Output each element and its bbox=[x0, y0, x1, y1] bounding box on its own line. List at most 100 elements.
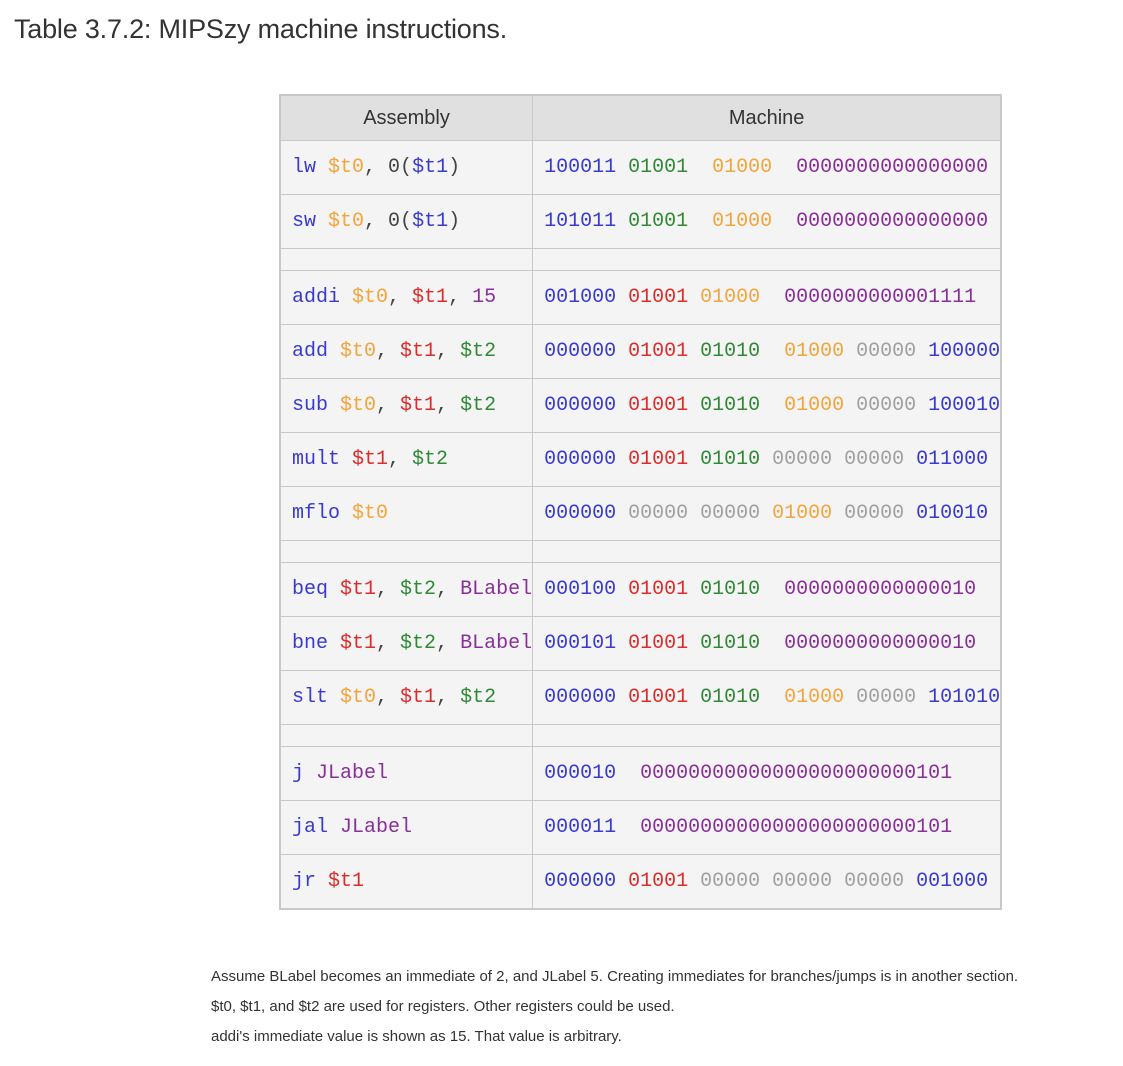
machine-token: 000000 bbox=[544, 502, 629, 525]
table-row: addi $t0, $t1, 15 001000 01001 01000 0000… bbox=[279, 270, 1002, 325]
assembly-token: $t1 bbox=[340, 578, 377, 601]
instruction-table-wrapper: Assembly Machine lw $t0, 0($t1) 100011 01… bbox=[279, 94, 1003, 910]
machine-token: 001000 bbox=[916, 870, 989, 893]
assembly-token: $t1 bbox=[400, 394, 437, 417]
assembly-token: , bbox=[376, 394, 401, 417]
table-row: sw $t0, 0($t1) 101011 01001 01000 0000000… bbox=[279, 194, 1002, 249]
machine-token: 01000 bbox=[772, 394, 857, 417]
machine-code-cell: 000000 01001 01010 01000 00000 100010 bbox=[532, 378, 1002, 433]
assembly-token: , bbox=[364, 156, 389, 179]
machine-code-cell: 000000 00000 00000 01000 00000 010010 bbox=[532, 486, 1002, 541]
spacer-cell bbox=[532, 248, 1002, 271]
assembly-token: , bbox=[364, 210, 389, 233]
table-row: beq $t1, $t2, BLabel 000100 01001 01010 0… bbox=[279, 562, 1002, 617]
machine-token: 01010 bbox=[700, 686, 773, 709]
assembly-token: ) bbox=[448, 210, 461, 233]
table-row: add $t0, $t1, $t2 000000 01001 01010 0100… bbox=[279, 324, 1002, 379]
machine-token: 000000 bbox=[544, 870, 629, 893]
assembly-token: jal bbox=[292, 816, 341, 839]
machine-token: 000100 bbox=[544, 578, 629, 601]
assembly-token: $t1 bbox=[340, 632, 377, 655]
assembly-token: BLabel bbox=[460, 632, 533, 655]
assembly-token: $t1 bbox=[412, 156, 449, 179]
machine-code-cell: 000011 00000000000000000000000101 bbox=[532, 800, 1002, 855]
machine-token: 0000000000000000 bbox=[784, 156, 989, 179]
assembly-token: sw bbox=[292, 210, 329, 233]
assembly-token: add bbox=[292, 340, 341, 363]
machine-code-cell: 101011 01001 01000 0000000000000000 bbox=[532, 194, 1002, 249]
table-row: lw $t0, 0($t1) 100011 01001 01000 0000000… bbox=[279, 140, 1002, 195]
machine-token: 100011 bbox=[544, 156, 629, 179]
assembly-token: , bbox=[376, 578, 401, 601]
machine-token: 01000 bbox=[772, 340, 857, 363]
machine-token: 000000 bbox=[544, 340, 629, 363]
assembly-token: JLabel bbox=[316, 762, 389, 785]
assembly-cell: slt $t0, $t1, $t2 bbox=[279, 670, 534, 725]
machine-token: 01000 bbox=[700, 156, 785, 179]
assembly-token: 0( bbox=[388, 210, 413, 233]
machine-token: 01000 bbox=[700, 286, 773, 309]
machine-token: 01000 bbox=[772, 686, 857, 709]
machine-code-cell: 000100 01001 01010 0000000000000010 bbox=[532, 562, 1002, 617]
assembly-token: $t2 bbox=[460, 340, 497, 363]
assembly-token: $t2 bbox=[460, 394, 497, 417]
table-row: bne $t1, $t2, BLabel 000101 01001 01010 0… bbox=[279, 616, 1002, 671]
machine-code-cell: 000000 01001 01010 01000 00000 101010 bbox=[532, 670, 1002, 725]
table-row: mflo $t0 000000 00000 00000 01000 00000 0… bbox=[279, 486, 1002, 541]
assembly-token: $t1 bbox=[412, 286, 449, 309]
machine-token: 01010 bbox=[700, 394, 773, 417]
spacer-cell bbox=[279, 540, 534, 563]
machine-token: 01001 bbox=[628, 286, 701, 309]
assembly-cell: j JLabel bbox=[279, 746, 534, 801]
assembly-token: $t2 bbox=[400, 632, 437, 655]
machine-token: 01001 bbox=[628, 156, 701, 179]
machine-token: 00000000000000000000000101 bbox=[628, 762, 953, 785]
machine-token: 01001 bbox=[628, 578, 701, 601]
assembly-token: $t0 bbox=[340, 394, 377, 417]
spacer-row bbox=[279, 724, 1002, 747]
assembly-token: $t2 bbox=[400, 578, 437, 601]
machine-token: 00000 00000 bbox=[772, 448, 917, 471]
machine-token: 01001 bbox=[628, 210, 701, 233]
instruction-table: Assembly Machine lw $t0, 0($t1) 100011 01… bbox=[279, 94, 1003, 910]
machine-token: 001000 bbox=[544, 286, 629, 309]
assembly-token: , bbox=[436, 686, 461, 709]
machine-token: 01000 bbox=[772, 502, 845, 525]
machine-token: 01001 bbox=[628, 870, 701, 893]
assembly-token: addi bbox=[292, 286, 353, 309]
assembly-token: , bbox=[376, 632, 401, 655]
assembly-token: $t0 bbox=[352, 502, 389, 525]
spacer-cell bbox=[279, 724, 534, 747]
note-line: $t0, $t1, and $t2 are used for registers… bbox=[211, 998, 675, 1015]
assembly-token: $t1 bbox=[400, 340, 437, 363]
machine-token: 0000000000000010 bbox=[772, 578, 977, 601]
assembly-token: , bbox=[376, 686, 401, 709]
spacer-row bbox=[279, 540, 1002, 563]
machine-token: 0000000000000010 bbox=[772, 632, 977, 655]
machine-token: 101011 bbox=[544, 210, 629, 233]
assembly-token: BLabel bbox=[460, 578, 533, 601]
spacer-row bbox=[279, 248, 1002, 271]
machine-token: 100000 bbox=[928, 340, 1001, 363]
assembly-column-header: Assembly bbox=[279, 94, 534, 141]
assembly-cell: sw $t0, 0($t1) bbox=[279, 194, 534, 249]
assembly-token: $t0 bbox=[352, 286, 389, 309]
machine-code-cell: 000000 01001 01010 01000 00000 100000 bbox=[532, 324, 1002, 379]
machine-code-cell: 000010 00000000000000000000000101 bbox=[532, 746, 1002, 801]
assembly-token: mult bbox=[292, 448, 353, 471]
spacer-cell bbox=[532, 540, 1002, 563]
machine-token: 00000 00000 00000 bbox=[700, 870, 917, 893]
assembly-cell: sub $t0, $t1, $t2 bbox=[279, 378, 534, 433]
machine-token: 01010 bbox=[700, 340, 773, 363]
assembly-cell: add $t0, $t1, $t2 bbox=[279, 324, 534, 379]
machine-token: 01001 bbox=[628, 448, 701, 471]
machine-column-header: Machine bbox=[532, 94, 1002, 141]
machine-token: 01010 bbox=[700, 632, 773, 655]
assembly-token: j bbox=[292, 762, 317, 785]
assembly-token: , bbox=[436, 632, 461, 655]
machine-token: 01001 bbox=[628, 686, 701, 709]
assembly-token: $t0 bbox=[328, 156, 365, 179]
machine-token: 010010 bbox=[916, 502, 989, 525]
machine-code-cell: 000000 01001 01010 00000 00000 011000 bbox=[532, 432, 1002, 487]
machine-code-cell: 000101 01001 01010 0000000000000010 bbox=[532, 616, 1002, 671]
